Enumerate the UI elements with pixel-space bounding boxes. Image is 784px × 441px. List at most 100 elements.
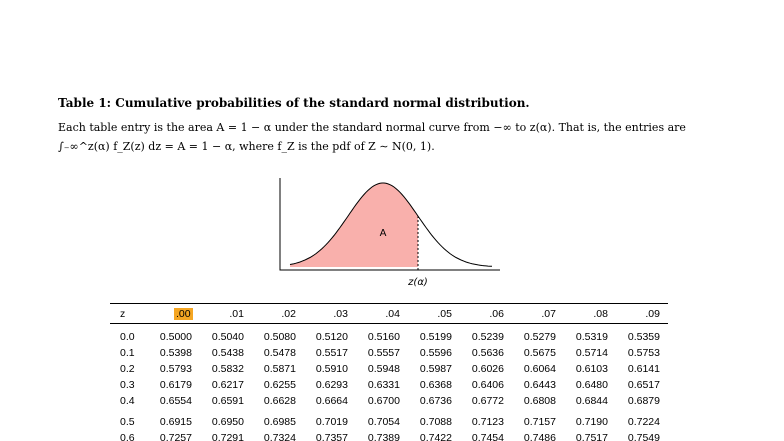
table-cell: 0.7088: [419, 416, 452, 428]
table-cell: 0.5948: [367, 363, 400, 375]
table-cell: 0.5478: [263, 347, 296, 359]
table-cell: 0.5120: [315, 331, 348, 343]
table-cell: 0.7454: [471, 432, 504, 441]
table-cell: 0.5714: [575, 347, 608, 359]
table-cell: 0.5080: [263, 331, 296, 343]
column-header: .03: [333, 308, 348, 320]
table-cell: 0.6026: [471, 363, 504, 375]
row-header: 0.6: [120, 432, 135, 441]
table-cell: 0.6517: [627, 379, 660, 391]
x-label: z(α): [407, 277, 428, 288]
normal-curve-figure: A z(α): [279, 178, 500, 288]
area-label: A: [380, 228, 387, 239]
column-header: .07: [541, 308, 556, 320]
row-header: 0.3: [120, 379, 135, 391]
table-cell: 0.5398: [159, 347, 192, 359]
table-cell: 0.5199: [419, 331, 452, 343]
shaded-area: [290, 183, 418, 267]
table-cell: 0.5279: [523, 331, 556, 343]
table-cell: 0.7389: [367, 432, 400, 441]
table-cell: 0.5793: [159, 363, 192, 375]
axes: [279, 178, 500, 271]
table-cell: 0.6808: [523, 395, 556, 407]
table-cell: 0.5160: [367, 331, 400, 343]
table-cell: 0.6368: [419, 379, 452, 391]
table-cell: 0.6950: [211, 416, 244, 428]
table-cell: 0.7486: [523, 432, 556, 441]
table-cell: 0.5871: [263, 363, 296, 375]
table-cell: 0.5319: [575, 331, 608, 343]
table-cell: 0.5910: [315, 363, 348, 375]
table-cell: 0.7291: [211, 432, 244, 441]
table-cell: 0.6443: [523, 379, 556, 391]
table-cell: 0.5753: [627, 347, 660, 359]
table-cell: 0.6879: [627, 395, 660, 407]
table-cell: 0.6700: [367, 395, 400, 407]
table-cell: 0.5517: [315, 347, 348, 359]
column-header: .04: [385, 308, 400, 320]
table-cell: 0.6141: [627, 363, 660, 375]
density-curve: [289, 182, 493, 267]
table-cell: 0.7549: [627, 432, 660, 441]
table-cell: 0.7324: [263, 432, 296, 441]
table-cell: 0.6179: [159, 379, 192, 391]
table-caption: Table 1: Cumulative probabilities of the…: [58, 96, 530, 110]
table-cell: 0.6331: [367, 379, 400, 391]
table-cell: 0.7019: [315, 416, 348, 428]
row-header: 0.4: [120, 395, 135, 407]
table-rule: [110, 323, 668, 324]
description-line: ∫₋∞^z(α) f_Z(z) dz = A = 1 − α, where f_…: [58, 140, 435, 153]
column-header: .05: [437, 308, 452, 320]
table-cell: 0.5832: [211, 363, 244, 375]
column-header: .06: [489, 308, 504, 320]
column-header: z: [120, 308, 126, 320]
column-header: .08: [593, 308, 608, 320]
table-cell: 0.6772: [471, 395, 504, 407]
table-cell: 0.5675: [523, 347, 556, 359]
table-cell: 0.7357: [315, 432, 348, 441]
table-cell: 0.7157: [523, 416, 556, 428]
column-header: .00: [174, 308, 193, 320]
column-header: .09: [645, 308, 660, 320]
table-cell: 0.5438: [211, 347, 244, 359]
table-cell: 0.5040: [211, 331, 244, 343]
table-rule: [110, 303, 668, 304]
table-cell: 0.5987: [419, 363, 452, 375]
table-cell: 0.5596: [419, 347, 452, 359]
table-cell: 0.6628: [263, 395, 296, 407]
table-cell: 0.6217: [211, 379, 244, 391]
table-cell: 0.7224: [627, 416, 660, 428]
column-header: .01: [229, 308, 244, 320]
row-header: 0.5: [120, 416, 135, 428]
table-cell: 0.6844: [575, 395, 608, 407]
table-cell: 0.5636: [471, 347, 504, 359]
table-cell: 0.6591: [211, 395, 244, 407]
table-cell: 0.5000: [159, 331, 192, 343]
table-cell: 0.7054: [367, 416, 400, 428]
table-cell: 0.6480: [575, 379, 608, 391]
table-cell: 0.6293: [315, 379, 348, 391]
row-header: 0.0: [120, 331, 135, 343]
table-cell: 0.5359: [627, 331, 660, 343]
table-cell: 0.6255: [263, 379, 296, 391]
table-cell: 0.7257: [159, 432, 192, 441]
table-cell: 0.7422: [419, 432, 452, 441]
table-cell: 0.6064: [523, 363, 556, 375]
table-cell: 0.5239: [471, 331, 504, 343]
table-cell: 0.7123: [471, 416, 504, 428]
row-header: 0.2: [120, 363, 135, 375]
table-cell: 0.6406: [471, 379, 504, 391]
table-cell: 0.5557: [367, 347, 400, 359]
table-cell: 0.6915: [159, 416, 192, 428]
table-cell: 0.6985: [263, 416, 296, 428]
table-cell: 0.6103: [575, 363, 608, 375]
table-cell: 0.7190: [575, 416, 608, 428]
table-cell: 0.7517: [575, 432, 608, 441]
column-header: .02: [281, 308, 296, 320]
description-line: Each table entry is the area A = 1 − α u…: [58, 121, 686, 134]
table-cell: 0.6664: [315, 395, 348, 407]
row-header: 0.1: [120, 347, 135, 359]
table-cell: 0.6736: [419, 395, 452, 407]
table-cell: 0.6554: [159, 395, 192, 407]
